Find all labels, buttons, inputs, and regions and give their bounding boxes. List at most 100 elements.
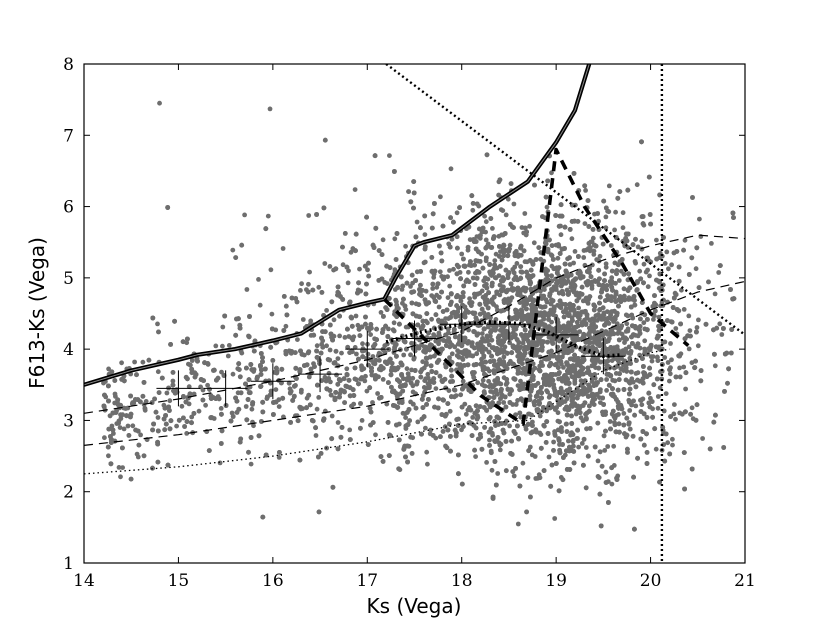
data-point [155, 415, 161, 420]
data-point [473, 454, 478, 459]
data-point [322, 374, 328, 380]
data-point [616, 278, 622, 283]
data-point [335, 356, 341, 361]
data-point [102, 435, 107, 441]
data-point [357, 266, 362, 272]
data-point [347, 427, 353, 433]
data-point [552, 433, 558, 438]
data-point [370, 400, 375, 405]
data-point [113, 394, 118, 399]
data-point [490, 226, 495, 231]
data-point [549, 243, 555, 249]
data-point [120, 465, 125, 470]
data-point [497, 292, 503, 298]
data-point [119, 360, 124, 366]
data-point [273, 387, 279, 392]
data-point [189, 414, 195, 420]
data-point [376, 350, 382, 356]
data-point [331, 317, 337, 323]
data-point [621, 411, 627, 416]
data-point [295, 337, 300, 342]
data-point [607, 419, 613, 424]
data-point [643, 269, 649, 275]
data-point [116, 465, 122, 470]
data-point [174, 423, 180, 429]
data-point [555, 255, 561, 261]
data-point [667, 378, 672, 384]
data-point [662, 355, 668, 360]
data-point [545, 389, 550, 395]
data-point [436, 304, 442, 310]
data-point [106, 453, 111, 459]
data-point [566, 438, 571, 444]
data-point [709, 241, 714, 246]
data-point [611, 443, 617, 449]
data-point [230, 371, 236, 377]
data-point [306, 213, 312, 218]
data-point [596, 475, 602, 480]
data-point [423, 425, 428, 431]
data-point [620, 210, 626, 216]
data-point [583, 188, 588, 193]
data-point [170, 378, 176, 384]
data-point [615, 473, 621, 479]
data-point [138, 432, 144, 438]
data-point [681, 307, 687, 312]
data-point [179, 403, 185, 409]
data-point [694, 325, 700, 330]
data-point [653, 446, 659, 452]
data-point [384, 281, 390, 286]
data-point [447, 408, 453, 414]
data-point [487, 437, 492, 443]
data-point [269, 311, 275, 317]
data-point [111, 431, 116, 436]
data-point [257, 302, 263, 308]
data-point [448, 166, 454, 172]
data-point [495, 471, 501, 476]
data-point [368, 332, 373, 337]
data-point [352, 187, 358, 193]
data-point [645, 284, 651, 290]
data-point [340, 262, 346, 268]
data-point [243, 404, 249, 409]
data-point [428, 427, 433, 433]
data-point [525, 475, 531, 480]
data-point [576, 444, 581, 450]
data-point [537, 413, 543, 419]
data-point [603, 264, 609, 270]
data-point [647, 404, 653, 410]
data-point [492, 258, 498, 263]
scatter-points [101, 100, 737, 532]
data-point [606, 321, 612, 326]
data-point [518, 378, 523, 384]
data-point [375, 391, 380, 396]
data-point [247, 390, 253, 396]
data-point [531, 240, 537, 246]
data-point [135, 454, 141, 460]
data-point [501, 354, 507, 360]
data-point [670, 436, 675, 442]
data-point [155, 321, 160, 327]
data-point [136, 442, 142, 448]
data-point [389, 384, 394, 390]
data-point [717, 321, 723, 327]
data-point [475, 331, 481, 337]
data-point [581, 255, 587, 260]
data-point [501, 253, 507, 259]
data-point [476, 226, 482, 232]
data-point [522, 327, 528, 333]
data-point [507, 423, 512, 429]
data-point [654, 237, 659, 243]
data-point [555, 410, 561, 416]
data-point [507, 340, 512, 346]
data-point [543, 194, 549, 200]
data-point [167, 398, 173, 404]
data-point [561, 365, 566, 370]
data-point [418, 374, 424, 380]
data-point [552, 516, 558, 521]
data-point [515, 383, 521, 388]
data-point [500, 208, 506, 214]
data-point [572, 249, 578, 254]
data-point [403, 426, 409, 431]
data-point [409, 367, 414, 373]
